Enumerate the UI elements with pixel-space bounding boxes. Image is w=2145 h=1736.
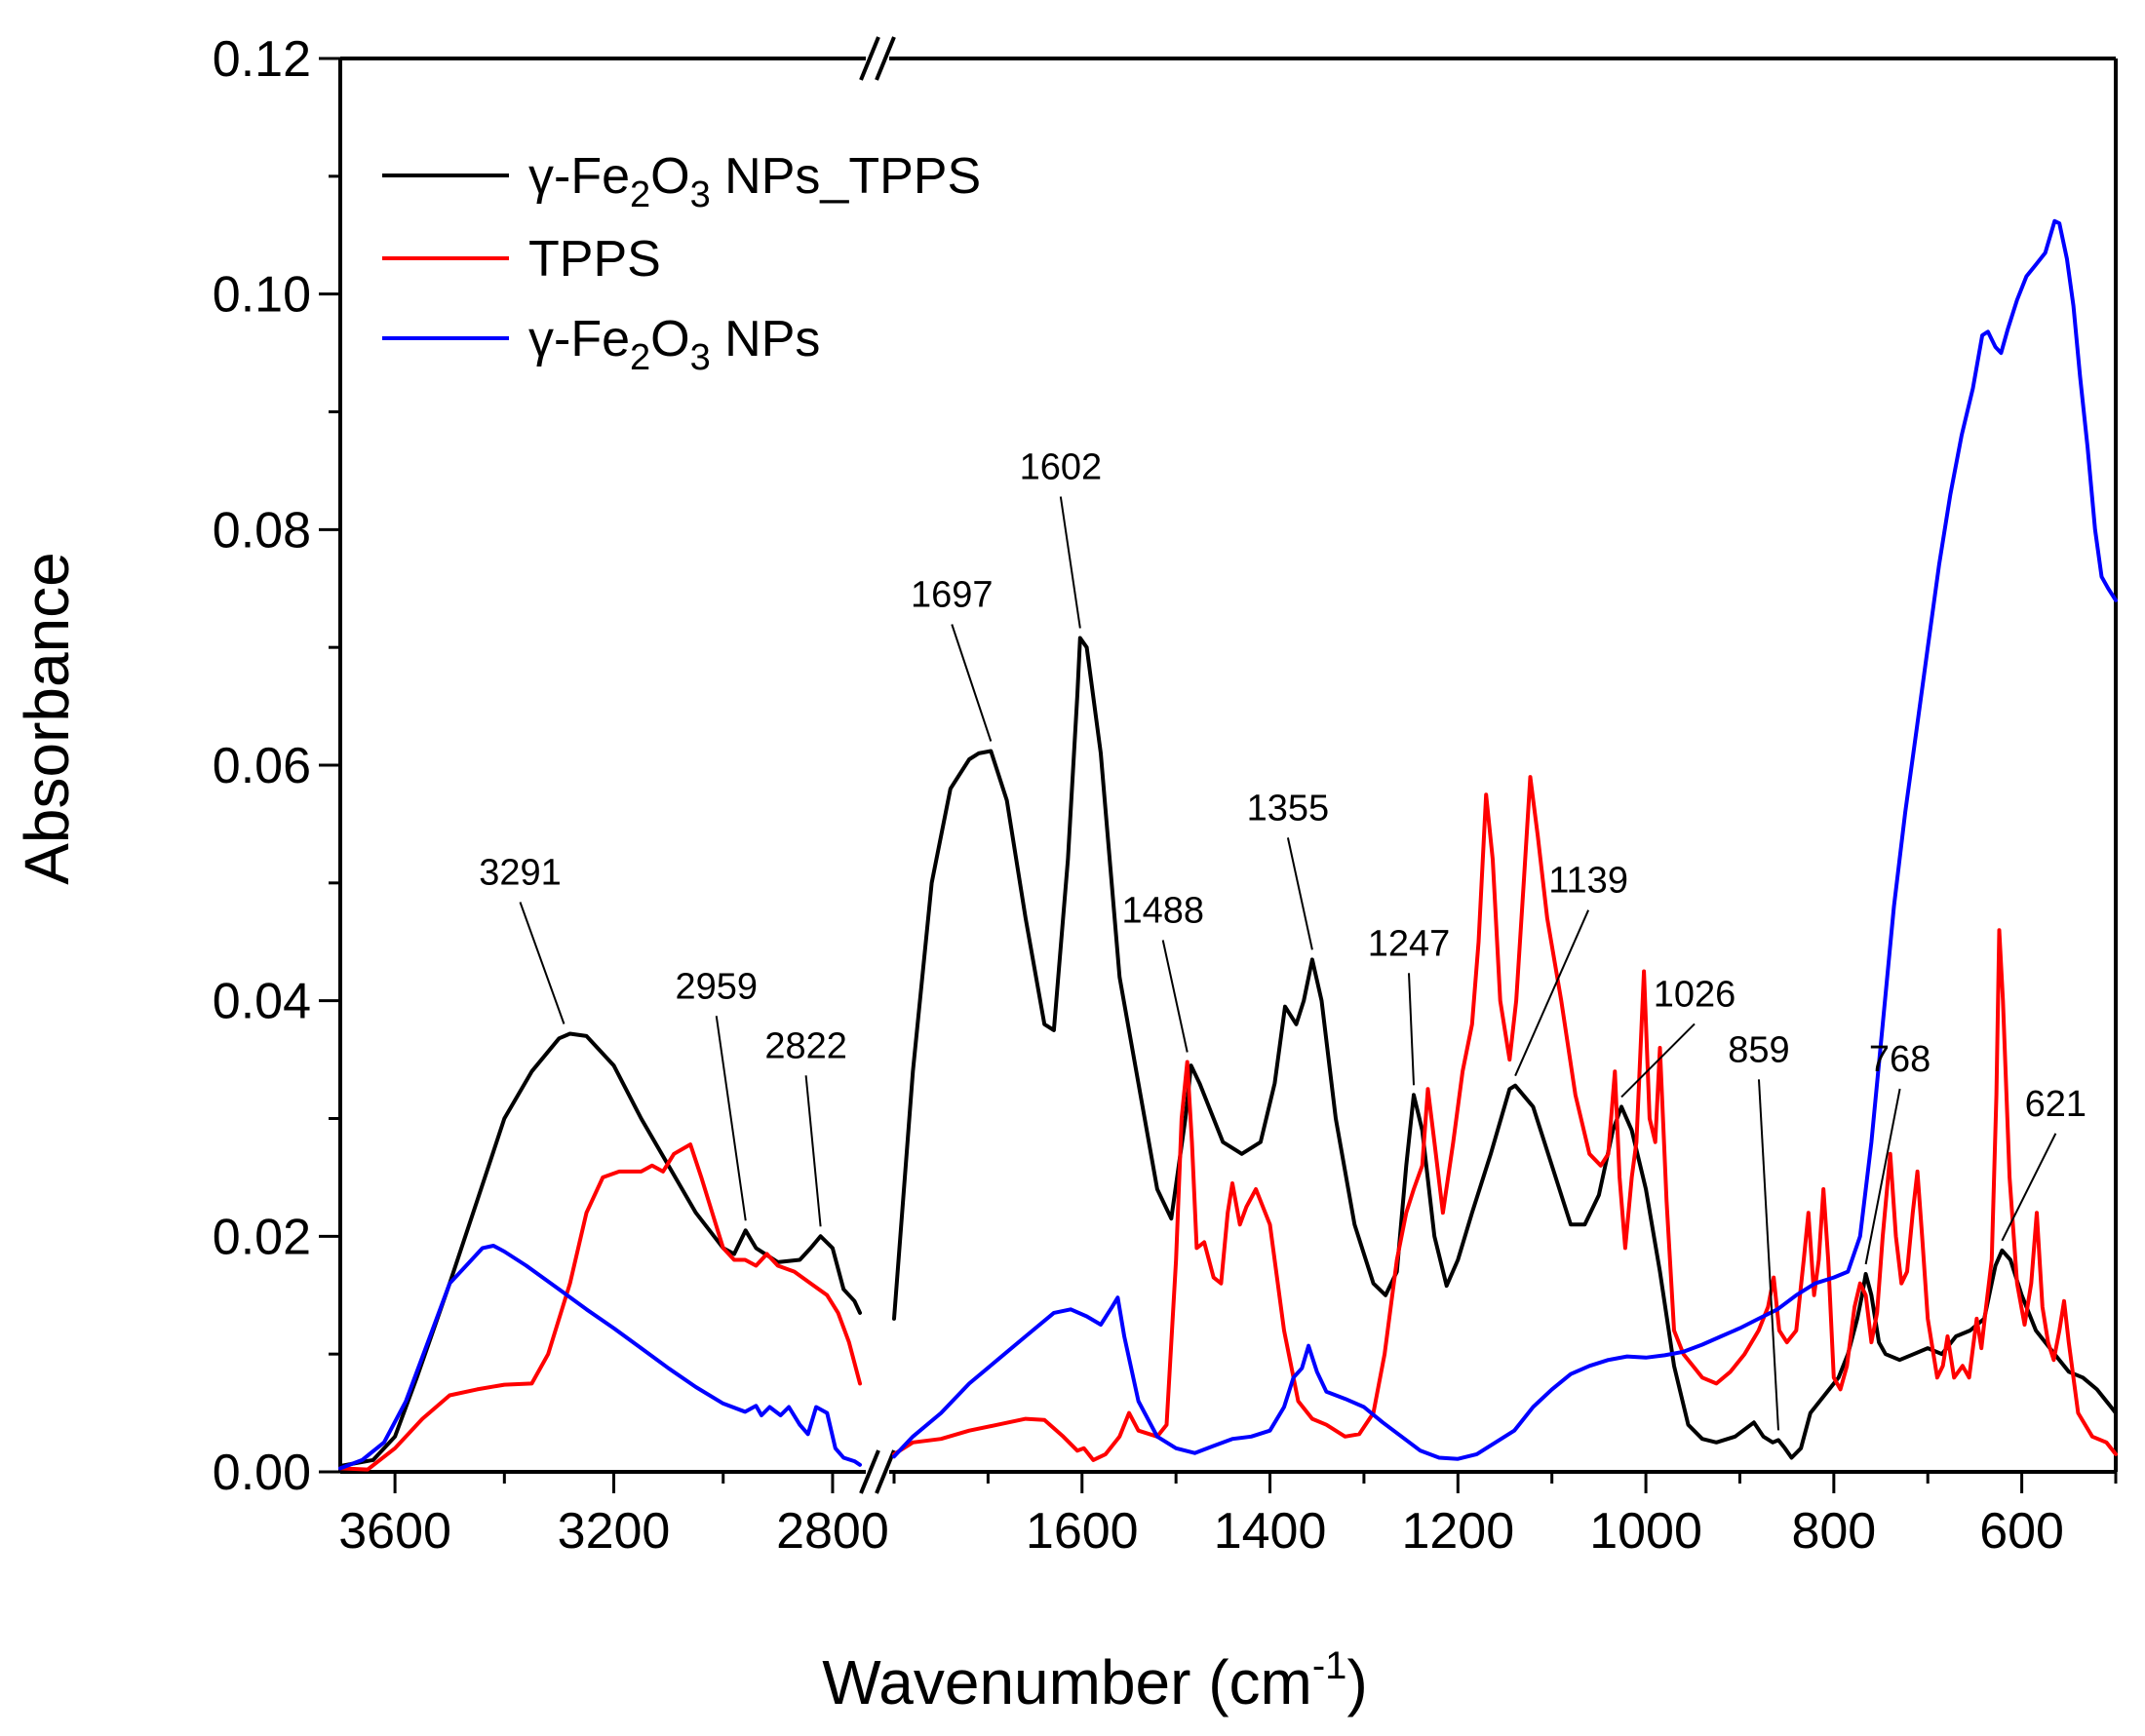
- x-tick-label: 1000: [1589, 1503, 1702, 1560]
- peak-leader-line: [1059, 496, 1081, 629]
- peak-leader-line: [804, 1075, 822, 1227]
- peak-label: 3291: [479, 853, 562, 894]
- series-line-nps-segment-1: [338, 1244, 862, 1471]
- peak-label: 1355: [1247, 788, 1330, 829]
- x-tick-label: 1600: [1026, 1503, 1139, 1560]
- x-axis-title-close: ): [1346, 1647, 1367, 1717]
- peak-leader-line: [1620, 1022, 1696, 1099]
- peak-label: 1602: [1020, 447, 1103, 488]
- peak-label: 2959: [675, 966, 758, 1007]
- peak-leader-line: [1161, 940, 1189, 1053]
- y-tick-label: 0.04: [213, 974, 311, 1030]
- peak-leader-line: [1864, 1088, 1901, 1265]
- legend: γ-Fe2O3 NPs_TPPS TPPS γ-Fe2O3 NPs: [382, 148, 981, 378]
- x-tick-label: 3200: [558, 1503, 671, 1560]
- peak-label: 2822: [764, 1025, 847, 1066]
- legend-label: γ-Fe2O3 NPs_TPPS: [528, 148, 981, 215]
- series-line-nps-tpps-segment-1: [338, 1031, 862, 1468]
- series-line-tpps-segment-2: [892, 775, 2118, 1462]
- x-tick-label: 2800: [776, 1503, 889, 1560]
- y-tick-label: 0.10: [213, 267, 311, 324]
- x-axis-title-superscript: -1: [1312, 1644, 1347, 1687]
- legend-label: TPPS: [528, 231, 661, 288]
- x-tick-label: 1400: [1214, 1503, 1327, 1560]
- peak-leader-line: [1286, 837, 1313, 950]
- y-tick-label: 0.00: [213, 1445, 311, 1501]
- x-tick-label: 1200: [1401, 1503, 1514, 1560]
- axis-break-mark-bottom-1: [875, 1449, 896, 1494]
- x-tick-label: 800: [1791, 1503, 1876, 1560]
- axis-break-mark-bottom-0: [859, 1449, 880, 1494]
- peak-label: 768: [1869, 1039, 1930, 1080]
- y-tick-label: 0.08: [213, 502, 311, 559]
- axes: 0.00 0.02 0.04 0.06 0.08 0.10 0.12 3600 3200 2800…: [213, 31, 2118, 1560]
- peak-leader-line: [715, 1016, 747, 1221]
- peak-label: 1488: [1121, 891, 1204, 932]
- peak-leader-line: [1514, 909, 1590, 1077]
- x-tick-label: 3600: [338, 1503, 451, 1560]
- peak-label: 1247: [1368, 923, 1451, 964]
- axis-break-mark-top-1: [875, 36, 896, 81]
- peak-label: 1697: [911, 575, 994, 616]
- series-line-tpps-segment-1: [338, 1142, 862, 1472]
- y-tick-label: 0.12: [213, 31, 311, 88]
- peak-leader-line: [1757, 1079, 1779, 1431]
- axis-break-mark-top-0: [859, 36, 880, 81]
- x-axis-title: Wavenumber (cm-1): [822, 1644, 1368, 1717]
- peak-label: 621: [2025, 1084, 2086, 1125]
- y-tick-label: 0.02: [213, 1209, 311, 1265]
- peak-leader-line: [951, 624, 993, 742]
- y-axis-title: Absorbance: [12, 552, 82, 885]
- legend-label: γ-Fe2O3 NPs: [528, 311, 820, 378]
- x-axis-title-main: Wavenumber (cm: [822, 1647, 1312, 1717]
- y-tick-label: 0.06: [213, 738, 311, 794]
- x-tick-label: 600: [1979, 1503, 2064, 1560]
- series-line-nps-tpps-segment-2: [892, 636, 2118, 1460]
- peak-leader-line: [1408, 973, 1416, 1086]
- peak-label: 1139: [1548, 861, 1628, 902]
- peak-leader-line: [519, 902, 566, 1024]
- peak-leader-line: [2001, 1133, 2057, 1242]
- series-line-nps-segment-2: [892, 218, 2118, 1461]
- peak-label: 859: [1728, 1029, 1789, 1070]
- series-group: [338, 218, 2118, 1472]
- peak-label: 1026: [1654, 974, 1736, 1015]
- axis-titles: Absorbance Wavenumber (cm-1): [12, 552, 1368, 1717]
